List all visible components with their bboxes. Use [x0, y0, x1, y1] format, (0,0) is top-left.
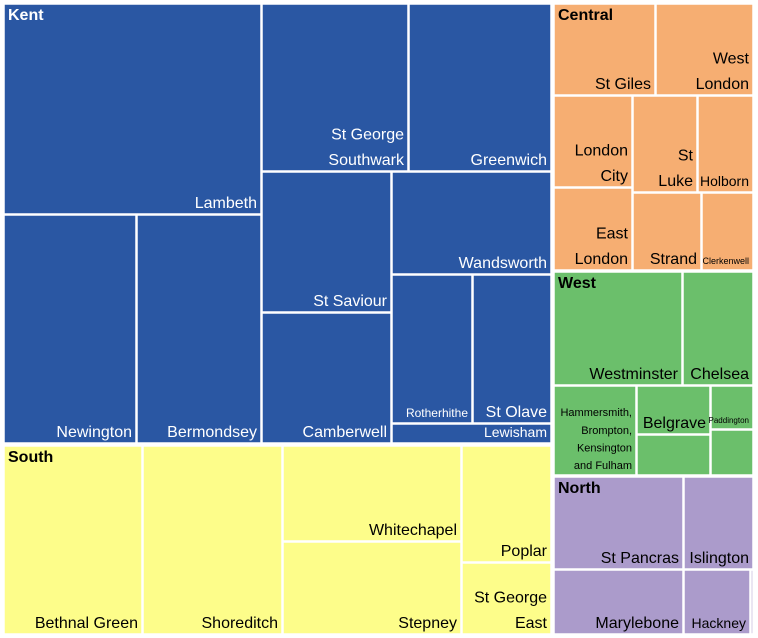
tile-label-wandsworth: Wandsworth — [459, 255, 547, 272]
tile-newington — [3, 214, 137, 444]
group-label-central: Central — [558, 7, 613, 24]
tile-hammersmith-brompton-kensington-and-fulham — [553, 385, 637, 476]
tile-label-st-george-east: St George East — [474, 589, 547, 632]
tile-unlabeled-4 — [636, 434, 711, 476]
tile-label-bethnal-green: Bethnal Green — [35, 615, 138, 632]
tile-london-city — [553, 95, 633, 188]
group-label-west: West — [558, 275, 597, 292]
tile-bermondsey — [136, 214, 262, 444]
tile-marylebone — [553, 569, 684, 635]
group-west: Westminster Chelsea Hammersmith, Brompton, K… — [553, 271, 754, 476]
tile-label-st-olave: St Olave — [486, 404, 547, 421]
tile-label-east-london: East London — [575, 225, 629, 268]
tile-label-camberwell: Camberwell — [303, 424, 387, 441]
tile-label-clerkenwell: Clerkenwell — [702, 256, 749, 266]
tile-chelsea — [682, 271, 754, 386]
tile-label-st-saviour: St Saviour — [313, 293, 387, 310]
tile-shoreditch — [142, 445, 283, 635]
tile-label-belgrave: Belgrave — [643, 415, 706, 432]
tile-label-hackney: Hackney — [692, 615, 746, 631]
tile-belgrave — [636, 385, 711, 435]
tile-label-st-pancras: St Pancras — [601, 550, 679, 567]
tile-label-whitechapel: Whitechapel — [369, 522, 457, 539]
tile-label-west-london: West London — [696, 50, 750, 93]
tile-label-st-luke: St Luke — [658, 147, 693, 190]
group-label-north: North — [558, 480, 601, 497]
tile-camberwell — [261, 312, 392, 444]
tile-label-shoreditch: Shoreditch — [202, 615, 279, 632]
tile-label-strand: Strand — [650, 251, 697, 268]
tile-label-lewisham: Lewisham — [484, 424, 547, 440]
tile-lambeth — [3, 3, 262, 215]
group-central: St Giles West London London City St Luke Holbor… — [553, 3, 754, 271]
group-label-kent: Kent — [8, 7, 44, 24]
tile-poplar — [461, 445, 552, 563]
tile-hackney — [683, 569, 751, 635]
tile-label-islington: Islington — [689, 550, 749, 567]
tile-whitechapel — [282, 445, 462, 542]
tile-lewisham — [391, 423, 552, 444]
tile-label-stepney: Stepney — [398, 615, 457, 632]
tile-label-rotherhithe: Rotherhithe — [406, 406, 468, 420]
tile-label-st-george-southwark: St George Southwark — [328, 126, 405, 169]
tile-west-london — [655, 3, 754, 96]
tile-st-saviour — [261, 171, 392, 313]
tile-label-st-giles: St Giles — [595, 76, 651, 93]
tile-st-olave — [472, 274, 552, 424]
tile-label-westminster: Westminster — [589, 366, 678, 383]
group-south: Bethnal Green Shoreditch Whitechapel Stepne… — [3, 445, 552, 635]
tile-clerkenwell — [701, 192, 754, 271]
tile-east-london — [553, 187, 633, 271]
group-label-south: South — [8, 449, 53, 466]
tile-greenwich — [408, 3, 552, 172]
tile-rotherhithe — [391, 274, 473, 424]
tile-label-hammersmith-brompton-kensington-and-fulham: Hammersmith, Brompton, Kensington and Fulha… — [560, 407, 632, 472]
tile-st-giles — [553, 3, 656, 96]
tile-label-holborn: Holborn — [700, 173, 749, 189]
tile-islington — [683, 476, 754, 570]
group-north: St Pancras Islington Marylebone Hackney Nort… — [553, 476, 754, 635]
tile-label-newington: Newington — [56, 424, 132, 441]
tile-wandsworth — [391, 171, 552, 275]
tile-st-luke — [632, 95, 698, 193]
tile-westminster — [553, 271, 683, 386]
group-kent: Lambeth St George Southwark Greenwich Newing… — [3, 3, 552, 444]
tile-label-paddington: Paddington — [709, 416, 749, 425]
tile-bethnal-green — [3, 445, 143, 635]
tile-st-pancras — [553, 476, 684, 570]
tile-label-chelsea: Chelsea — [690, 366, 749, 383]
tile-label-greenwich: Greenwich — [471, 152, 547, 169]
tile-paddington — [710, 385, 754, 430]
tile-stepney — [282, 541, 462, 635]
tile-label-london-city: London City — [575, 142, 628, 185]
tile-holborn — [697, 95, 754, 193]
tile-label-poplar: Poplar — [501, 543, 548, 560]
tile-unlabeled-4 — [750, 569, 754, 635]
tile-strand — [632, 192, 702, 271]
tile-label-lambeth: Lambeth — [195, 195, 257, 212]
tile-unlabeled-6 — [710, 429, 754, 476]
tile-st-george-southwark — [261, 3, 409, 172]
tile-label-marylebone: Marylebone — [595, 615, 679, 632]
tile-st-george-east — [461, 562, 552, 635]
tile-label-bermondsey: Bermondsey — [167, 424, 257, 441]
